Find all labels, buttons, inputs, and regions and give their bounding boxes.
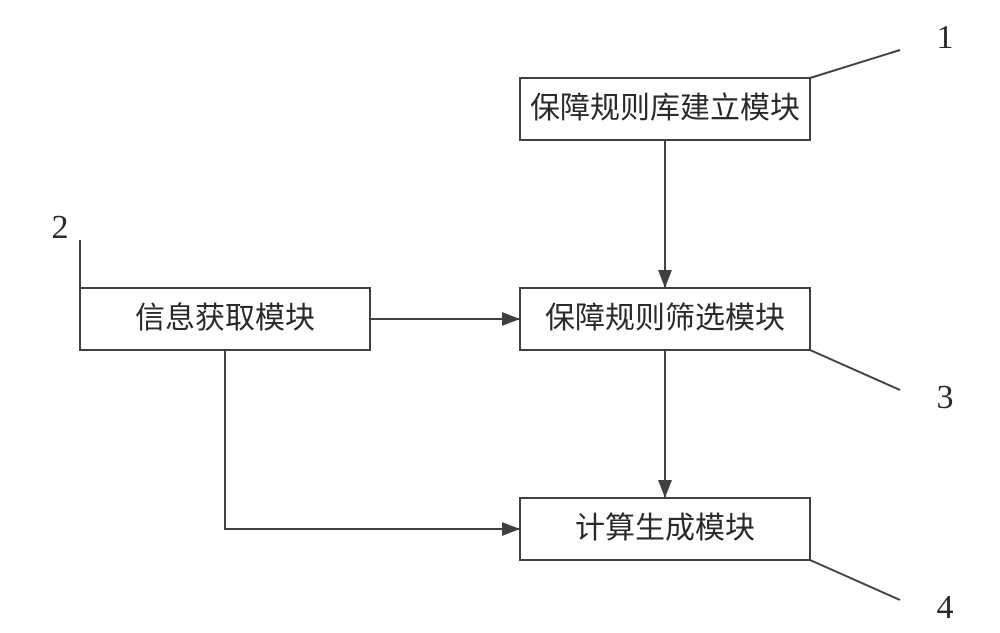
arrow-head [502, 312, 520, 326]
flow-node-label: 保障规则库建立模块 [530, 92, 800, 125]
edge [225, 350, 520, 529]
arrow-head [502, 522, 520, 536]
callout-number: 3 [937, 379, 954, 416]
callout-leader [810, 350, 900, 390]
callout-number: 1 [937, 19, 954, 56]
arrow-head [658, 480, 672, 498]
callout-leader [810, 560, 900, 600]
callout-leader [810, 50, 900, 78]
flow-node-label: 信息获取模块 [135, 302, 315, 335]
arrow-head [658, 270, 672, 288]
callout-number: 2 [52, 209, 69, 246]
callout-number: 4 [937, 589, 954, 626]
flow-node-label: 保障规则筛选模块 [545, 302, 785, 335]
flow-node-label: 计算生成模块 [575, 512, 755, 545]
